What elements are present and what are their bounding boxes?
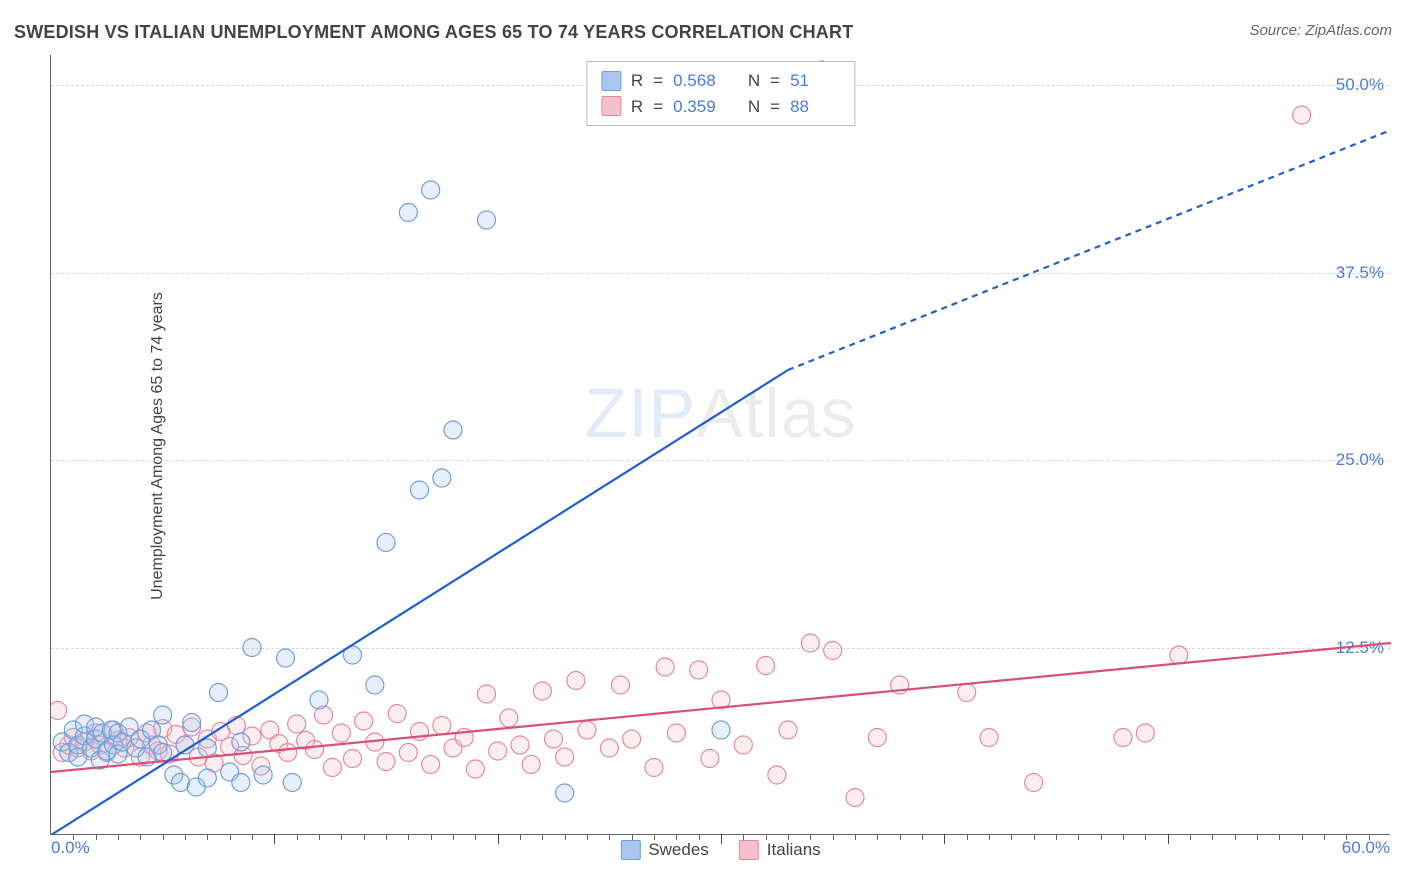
stats-box: R = 0.568 N = 51 R = 0.359 N = 88 (586, 61, 855, 126)
legend-item-italians: Italians (739, 840, 821, 860)
swatch-italians (601, 96, 621, 116)
scatter-chart (51, 55, 1391, 835)
swatch-swedes-icon (620, 840, 640, 860)
legend-item-swedes: Swedes (620, 840, 708, 860)
x-tick-min: 0.0% (51, 838, 90, 858)
swatch-italians-icon (739, 840, 759, 860)
chart-source: Source: ZipAtlas.com (1249, 22, 1392, 39)
plot-area: 12.5%25.0%37.5%50.0% ZIPAtlas R = 0.568 … (50, 55, 1390, 835)
legend-label-swedes: Swedes (648, 840, 708, 860)
stats-row-swedes: R = 0.568 N = 51 (601, 68, 840, 94)
stats-row-italians: R = 0.359 N = 88 (601, 94, 840, 120)
swatch-swedes (601, 71, 621, 91)
x-tick-max: 60.0% (1342, 838, 1390, 858)
chart-title: SWEDISH VS ITALIAN UNEMPLOYMENT AMONG AG… (14, 22, 853, 43)
legend-label-italians: Italians (767, 840, 821, 860)
